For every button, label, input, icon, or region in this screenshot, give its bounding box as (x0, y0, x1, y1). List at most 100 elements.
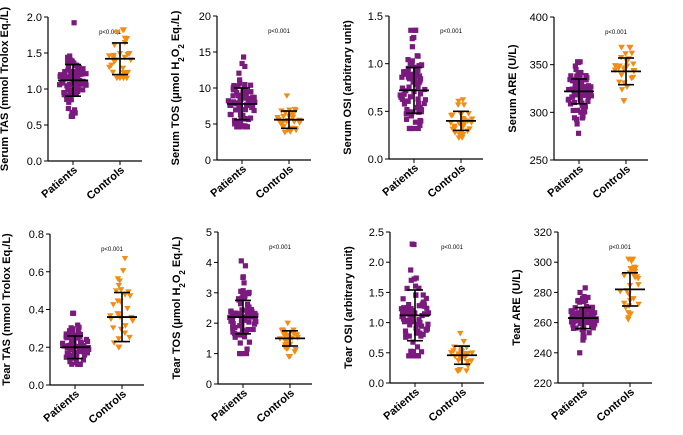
data-point-control (121, 292, 129, 298)
data-point-patient (246, 319, 252, 325)
data-point-patient (409, 315, 415, 321)
data-point-patient (413, 292, 419, 298)
data-point-patient (238, 96, 244, 103)
y-tick-label: 260 (534, 318, 552, 330)
data-point-patient (417, 117, 423, 124)
data-point-patient (251, 321, 258, 327)
data-point-patient (65, 351, 72, 357)
y-tick-label: 3 (206, 288, 212, 300)
data-point-patient (422, 97, 429, 103)
data-point-patient (230, 93, 236, 99)
p-value-label: p<0.001 (609, 245, 632, 251)
data-point-patient (425, 321, 431, 327)
y-tick-label: 2.0 (27, 12, 42, 24)
data-point-patient (78, 71, 84, 77)
x-tick-label: Patients (380, 162, 420, 199)
data-point-patient (245, 89, 251, 95)
chart-tear-tas: 0.0 0.2 0.4 0.6 0.8 Tear TAS (mmol Trolox Eq.… (1, 229, 144, 426)
data-point-patient (415, 84, 421, 90)
data-point-patient (80, 357, 87, 363)
p-value-label: p<0.001 (605, 30, 628, 36)
data-point-patient (251, 107, 257, 114)
data-point-patient (400, 296, 406, 302)
data-point-control (635, 301, 642, 308)
data-point-patient (420, 292, 426, 298)
data-point-control (629, 256, 637, 263)
data-point-patient (415, 100, 422, 106)
data-point-control (111, 59, 118, 65)
data-point-patient (578, 311, 584, 317)
data-point-control (623, 84, 631, 90)
y-tick-label: 5 (206, 227, 212, 239)
data-point-patient (65, 67, 71, 73)
data-point-patient (230, 99, 236, 106)
data-point-patient (572, 317, 578, 323)
y-axis-title: Tear TAS (mmol Trolox Eq./L) (1, 233, 13, 386)
data-point-patient (406, 84, 412, 90)
data-point-patient (242, 107, 249, 113)
data-point-patient (233, 107, 239, 113)
data-point-patient (237, 80, 243, 86)
y-tick-label: 5 (205, 119, 211, 131)
data-point-control (129, 318, 136, 324)
x-tick-label: Patients (41, 388, 81, 425)
data-point-patient (240, 123, 246, 129)
data-point-patient (77, 348, 83, 355)
data-point-patient (410, 308, 416, 314)
data-point-patient (579, 327, 585, 333)
x-tick-label: Controls (426, 162, 468, 200)
data-point-patient (573, 66, 579, 73)
data-point-patient (403, 116, 410, 122)
data-point-patient (588, 312, 594, 318)
data-point-control (109, 325, 117, 331)
data-point-patient (249, 308, 255, 314)
data-point-control (465, 110, 472, 117)
data-point-patient (577, 350, 583, 356)
data-point-patient (401, 101, 408, 107)
data-point-patient (63, 354, 69, 360)
x-tick-label: Patients (549, 386, 589, 423)
y-tick-label: 2.5 (369, 227, 384, 239)
data-point-patient (579, 82, 585, 89)
y-tick-label: 1.5 (368, 11, 383, 23)
data-point-patient (252, 310, 258, 317)
data-point-control (454, 368, 461, 374)
data-point-control (114, 298, 121, 304)
data-point-patient (408, 27, 414, 33)
data-point-patient (244, 102, 250, 108)
y-tick-label: 1.5 (27, 48, 42, 60)
data-point-patient (73, 84, 79, 91)
data-point-patient (64, 96, 70, 103)
data-point-patient (423, 295, 429, 302)
y-tick-label: 0.5 (27, 120, 42, 132)
data-point-control (282, 330, 289, 337)
y-tick-label: 0.5 (368, 106, 383, 118)
data-point-control (620, 272, 628, 279)
data-point-patient (585, 83, 592, 89)
data-point-patient (399, 74, 405, 80)
p-value-label: p<0.001 (440, 29, 463, 35)
data-point-patient (413, 275, 419, 281)
data-point-patient (75, 67, 81, 73)
data-point-patient (408, 267, 414, 273)
data-point-patient (568, 73, 574, 79)
x-tick-label: Patients (39, 164, 79, 201)
data-point-patient (246, 339, 253, 345)
data-point-patient (402, 68, 409, 75)
data-point-patient (69, 110, 75, 116)
data-point-patient (591, 322, 597, 328)
x-tick-label: Controls (87, 388, 129, 426)
data-point-control (113, 288, 120, 294)
data-point-patient (230, 86, 236, 92)
data-point-patient (415, 125, 421, 132)
data-point-patient (583, 303, 590, 310)
data-point-patient (400, 316, 407, 322)
data-point-patient (235, 83, 241, 89)
data-point-patient (401, 319, 408, 325)
data-point-control (121, 35, 129, 42)
data-point-patient (406, 125, 412, 132)
data-point-patient (413, 27, 419, 33)
data-point-patient (239, 307, 245, 313)
data-point-patient (62, 69, 68, 75)
